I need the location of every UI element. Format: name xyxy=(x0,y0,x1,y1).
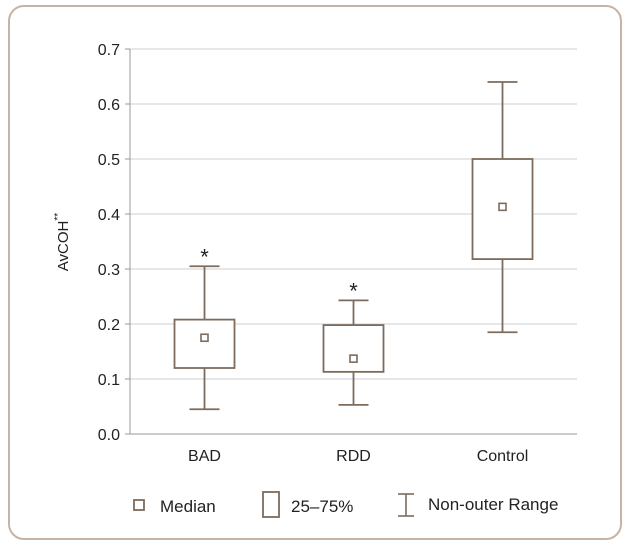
x-category-label-control: Control xyxy=(477,448,529,465)
y-tick-label-6: 0.6 xyxy=(98,97,120,114)
legend-box-label: 25–75% xyxy=(291,497,353,516)
chart-frame xyxy=(8,5,622,540)
legend-whisker-label: Non-outer Range xyxy=(428,495,558,514)
legend-median-label: Median xyxy=(160,497,216,516)
y-tick-label-4: 0.4 xyxy=(98,207,120,224)
y-tick-label-5: 0.5 xyxy=(98,152,120,169)
box-control xyxy=(471,81,534,334)
axes xyxy=(125,48,577,435)
y-tick-labels: 0.0 0.1 0.2 0.3 0.4 0.5 0.6 0.7 xyxy=(98,42,120,444)
significance-marker: * xyxy=(349,278,358,303)
box-rdd: * xyxy=(322,278,385,406)
significance-marker: * xyxy=(200,244,209,269)
iqr-box xyxy=(173,318,236,369)
median-marker xyxy=(200,333,209,343)
y-axis-title-main: AvCOH xyxy=(55,221,72,272)
y-axis-title: AvCOH** xyxy=(53,213,72,271)
y-axis-title-superscript: ** xyxy=(53,213,64,221)
legend-box-icon xyxy=(262,491,280,518)
y-tick-label-0: 0.0 xyxy=(98,427,120,444)
x-category-label-rdd: RDD xyxy=(336,448,371,465)
x-category-labels: BAD RDD Control xyxy=(188,448,528,465)
box-bad: * xyxy=(173,244,236,411)
boxes: ** xyxy=(173,81,534,411)
y-tick-label-2: 0.2 xyxy=(98,317,120,334)
legend-median-icon xyxy=(133,499,145,511)
median-marker xyxy=(498,202,507,212)
x-category-label-bad: BAD xyxy=(188,448,221,465)
y-tick-label-1: 0.1 xyxy=(98,372,120,389)
y-tick-label-7: 0.7 xyxy=(98,42,120,59)
median-marker xyxy=(349,354,358,363)
iqr-box xyxy=(322,324,385,373)
y-tick-label-3: 0.3 xyxy=(98,262,120,279)
legend: Median 25–75% Non-outer Range xyxy=(133,491,558,518)
legend-whisker-icon xyxy=(398,493,414,517)
